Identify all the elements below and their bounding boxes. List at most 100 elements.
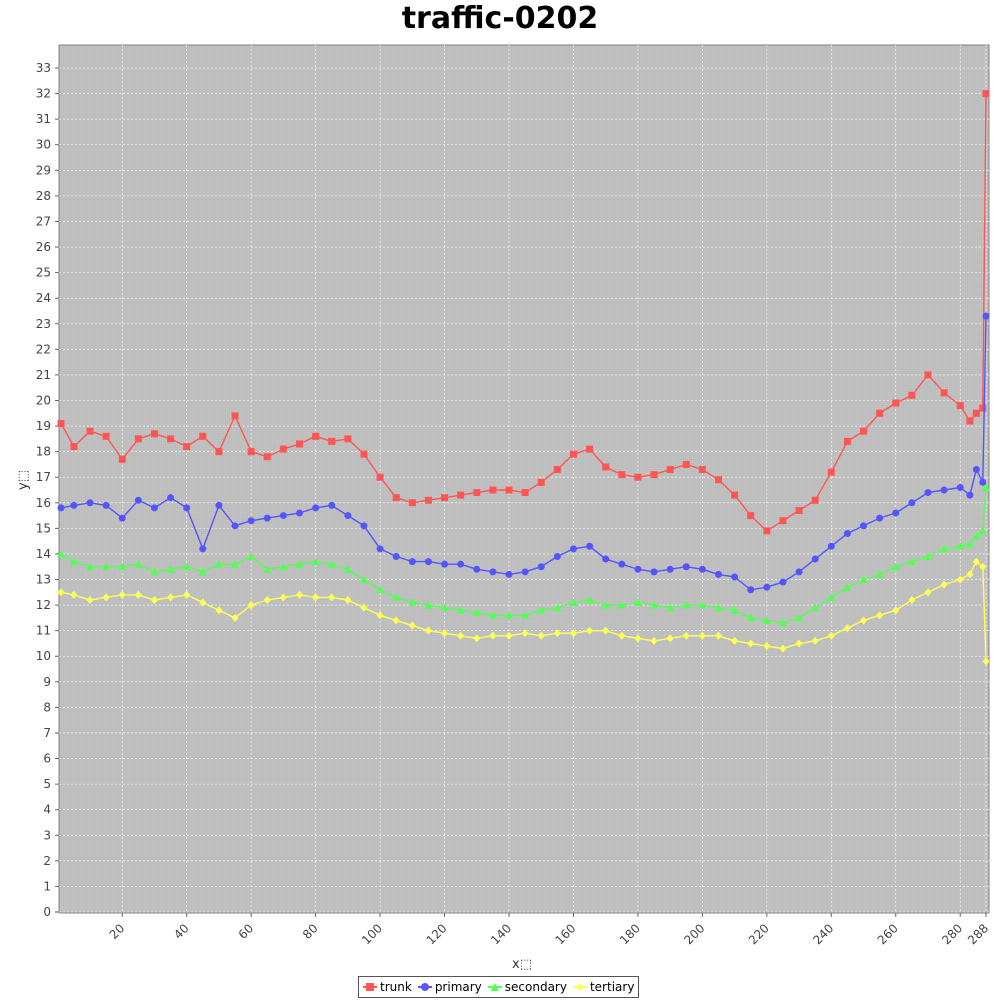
legend-item-tertiary: tertiary bbox=[572, 980, 634, 994]
data-point bbox=[457, 631, 465, 640]
data-point bbox=[778, 619, 787, 627]
data-point bbox=[982, 483, 990, 491]
data-point bbox=[795, 568, 803, 576]
y-tick-label: 32 bbox=[36, 87, 51, 101]
data-point bbox=[714, 603, 723, 612]
data-point bbox=[860, 616, 868, 625]
data-point bbox=[537, 478, 545, 486]
data-point bbox=[923, 552, 932, 561]
y-tick-label: 19 bbox=[36, 419, 51, 433]
data-point bbox=[86, 427, 94, 435]
legend-item-trunk: trunk bbox=[363, 980, 412, 994]
data-point bbox=[312, 593, 320, 602]
data-point bbox=[940, 389, 948, 397]
data-point bbox=[586, 542, 594, 550]
data-point bbox=[698, 601, 707, 609]
data-point bbox=[505, 631, 513, 640]
data-point bbox=[473, 634, 481, 643]
data-point bbox=[859, 575, 868, 584]
data-point bbox=[956, 483, 964, 491]
data-point bbox=[650, 471, 658, 479]
y-tick-label: 5 bbox=[43, 777, 51, 791]
data-point bbox=[553, 553, 561, 561]
data-point bbox=[601, 601, 610, 609]
data-point bbox=[965, 539, 974, 548]
data-point bbox=[666, 466, 674, 474]
data-point bbox=[328, 501, 336, 509]
data-point bbox=[215, 448, 223, 456]
y-tick-label: 16 bbox=[36, 496, 51, 510]
data-point bbox=[908, 595, 916, 604]
y-tick-label: 12 bbox=[36, 598, 51, 612]
data-point bbox=[747, 639, 755, 648]
data-point bbox=[553, 466, 561, 474]
data-point bbox=[972, 557, 980, 566]
data-point bbox=[488, 611, 497, 619]
x-tick-label: 288 bbox=[965, 921, 991, 947]
data-point bbox=[296, 509, 304, 517]
data-point bbox=[908, 499, 916, 507]
data-point bbox=[376, 585, 385, 594]
data-point bbox=[167, 435, 175, 443]
data-point bbox=[118, 455, 126, 463]
data-point bbox=[698, 631, 706, 640]
data-point bbox=[263, 514, 271, 522]
data-point bbox=[779, 644, 787, 653]
x-tick-label: 280 bbox=[939, 921, 965, 947]
series-primary bbox=[57, 312, 990, 594]
y-tick-label: 1 bbox=[43, 879, 51, 893]
data-point bbox=[633, 598, 642, 607]
data-point bbox=[150, 595, 158, 604]
data-point bbox=[328, 437, 336, 445]
x-tick-label: 120 bbox=[424, 921, 450, 947]
data-point bbox=[102, 432, 110, 440]
data-point bbox=[876, 409, 884, 417]
data-point bbox=[860, 427, 868, 435]
data-point bbox=[972, 532, 981, 540]
y-tick-label: 31 bbox=[36, 112, 51, 126]
data-point bbox=[746, 613, 755, 622]
series-secondary bbox=[57, 483, 990, 627]
data-point bbox=[860, 522, 868, 530]
data-point bbox=[86, 595, 94, 604]
data-point bbox=[666, 603, 675, 612]
data-point bbox=[940, 580, 948, 589]
data-point bbox=[521, 489, 529, 497]
legend: trunk primary secondary tertiary bbox=[358, 976, 640, 998]
y-axis: 0123456789101112131415161718192021222324… bbox=[36, 61, 59, 919]
y-tick-label: 25 bbox=[36, 266, 51, 280]
data-point bbox=[472, 608, 481, 617]
data-point bbox=[296, 440, 304, 448]
data-point bbox=[966, 491, 974, 499]
data-point bbox=[312, 432, 320, 440]
data-point bbox=[634, 634, 642, 643]
data-point bbox=[795, 613, 804, 622]
data-point bbox=[979, 562, 987, 571]
x-tick-label: 60 bbox=[236, 921, 257, 942]
y-axis-label: y⬚ bbox=[16, 470, 31, 490]
data-point bbox=[779, 517, 787, 525]
y-tick-label: 13 bbox=[36, 573, 51, 587]
y-tick-label: 7 bbox=[43, 726, 51, 740]
data-point bbox=[553, 629, 561, 638]
data-point bbox=[979, 404, 987, 412]
x-tick-label: 20 bbox=[107, 921, 128, 942]
y-tick-label: 15 bbox=[36, 521, 51, 535]
y-tick-label: 22 bbox=[36, 342, 51, 356]
legend-label: trunk bbox=[380, 980, 412, 994]
legend-swatch-primary bbox=[417, 982, 432, 992]
legend-swatch-tertiary bbox=[572, 982, 587, 992]
data-point bbox=[505, 570, 513, 578]
y-tick-label: 2 bbox=[43, 854, 51, 868]
data-point bbox=[730, 606, 739, 614]
legend-item-secondary: secondary bbox=[487, 980, 567, 994]
data-point bbox=[86, 562, 95, 571]
data-point bbox=[650, 601, 659, 609]
data-point bbox=[972, 466, 980, 474]
y-tick-label: 20 bbox=[36, 393, 51, 407]
data-point bbox=[70, 590, 78, 599]
chart-title: traffic-0202 bbox=[401, 1, 599, 36]
y-tick-label: 11 bbox=[36, 624, 51, 638]
y-tick-label: 14 bbox=[36, 547, 51, 561]
data-point bbox=[747, 586, 755, 594]
